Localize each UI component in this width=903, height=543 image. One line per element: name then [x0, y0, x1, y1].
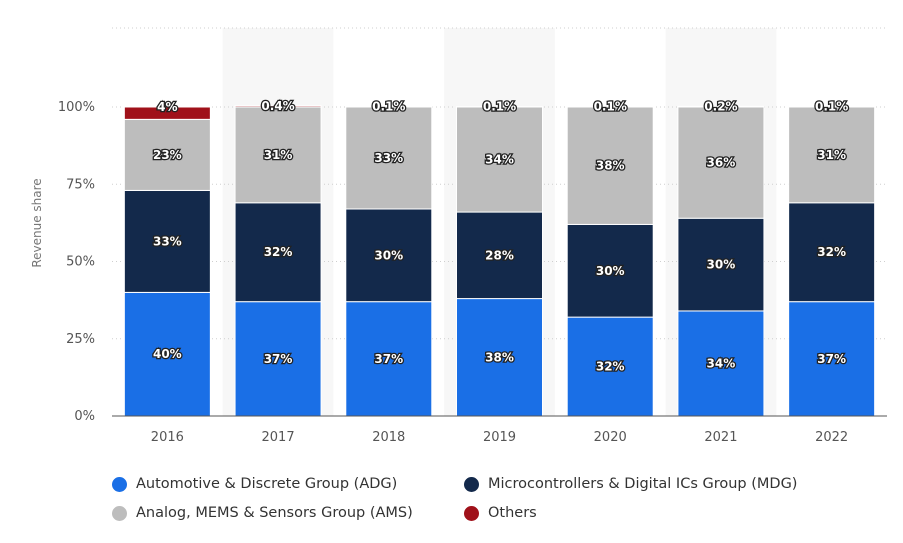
- bar-segment: [788, 301, 876, 417]
- data-label: 0.2%: [704, 99, 737, 113]
- x-tick-label: 2020: [594, 430, 627, 445]
- bar-segment: [456, 298, 543, 417]
- bar-segment: [234, 202, 322, 303]
- bar-segment: [345, 301, 433, 417]
- data-label: 32%: [264, 245, 293, 259]
- axes: 0% 25% 50% 75% 100% 2016 2017 2018 2019 2020 2021 2…: [58, 100, 887, 445]
- bar-segment: [788, 106, 876, 204]
- bars: [123, 105, 876, 417]
- data-label: 38%: [596, 159, 625, 173]
- data-label: 36%: [707, 156, 736, 170]
- bar-segment: [566, 223, 654, 318]
- data-label: 4%: [157, 100, 177, 114]
- bar-segment: [123, 118, 211, 191]
- data-label: 32%: [817, 245, 846, 259]
- bar-segment: [677, 105, 765, 108]
- data-label: 0.1%: [815, 100, 848, 114]
- x-tick-label: 2017: [262, 430, 295, 445]
- legend-item-adg[interactable]: Automotive & Discrete Group (ADG): [112, 476, 397, 492]
- bar-segment: [123, 106, 211, 120]
- data-label: 33%: [374, 151, 403, 165]
- data-label: 31%: [817, 148, 846, 162]
- x-tick-label: 2018: [372, 430, 405, 445]
- x-tick-label: 2021: [704, 430, 737, 445]
- bar-segment: [234, 106, 322, 204]
- bar-segment: [677, 106, 765, 219]
- data-label: 33%: [153, 234, 182, 248]
- data-label: 0.4%: [261, 99, 294, 113]
- legend-marker: [112, 505, 127, 521]
- bar-segment: [123, 189, 211, 293]
- data-label: 30%: [374, 248, 403, 262]
- x-tick-label: 2019: [483, 430, 516, 445]
- bar-segment: [788, 202, 876, 303]
- data-label: 37%: [264, 352, 293, 366]
- legend-label: Automotive & Discrete Group (ADG): [136, 476, 398, 492]
- legend-label: Microcontrollers & Digital ICs Group (MD…: [488, 476, 798, 492]
- data-label: 31%: [264, 148, 293, 162]
- data-label: 37%: [817, 352, 846, 366]
- legend-label: Others: [488, 505, 537, 521]
- bar-segment: [345, 208, 433, 303]
- y-tick-label: 25%: [66, 332, 95, 347]
- legend-item-others[interactable]: Others: [464, 505, 537, 521]
- legend-marker: [464, 505, 479, 521]
- data-label: 0.1%: [594, 100, 627, 114]
- legend-item-mdg[interactable]: Microcontrollers & Digital ICs Group (MD…: [464, 476, 797, 492]
- data-label: 30%: [596, 264, 625, 278]
- bar-segment: [456, 211, 543, 300]
- data-label: 32%: [596, 360, 625, 374]
- data-label: 34%: [707, 356, 736, 370]
- bar-segment: [456, 106, 543, 213]
- legend-marker: [112, 476, 127, 492]
- bar-segment: [566, 106, 654, 225]
- y-axis-label: Revenue share: [30, 178, 44, 267]
- legend-item-ams[interactable]: Analog, MEMS & Sensors Group (AMS): [112, 505, 413, 521]
- data-label: 38%: [485, 350, 514, 364]
- data-label: 30%: [707, 258, 736, 272]
- data-label: 40%: [153, 347, 182, 361]
- data-label: 0.1%: [372, 100, 405, 114]
- data-label: 0.1%: [483, 100, 516, 114]
- legend-marker: [464, 476, 479, 492]
- bar-segment: [234, 105, 322, 108]
- data-label: 37%: [374, 352, 403, 366]
- y-tick-label: 0%: [74, 409, 95, 424]
- bar-segment: [566, 316, 654, 417]
- x-tick-label: 2016: [151, 430, 184, 445]
- bar-segment: [123, 291, 211, 417]
- y-tick-label: 75%: [66, 177, 95, 192]
- data-labels: 40% 33% 23% 4% 37% 32% 31% 0.4% 37% 30% 33% 0.1% 38%…: [152, 97, 850, 374]
- x-tick-label: 2022: [815, 430, 848, 445]
- data-label: 34%: [485, 153, 514, 167]
- legend-label: Analog, MEMS & Sensors Group (AMS): [136, 505, 413, 521]
- y-tick-label: 50%: [66, 255, 95, 270]
- y-tick-label: 100%: [58, 100, 95, 115]
- data-label: 28%: [485, 248, 514, 262]
- bar-segment: [345, 106, 433, 210]
- data-label: 23%: [153, 148, 182, 162]
